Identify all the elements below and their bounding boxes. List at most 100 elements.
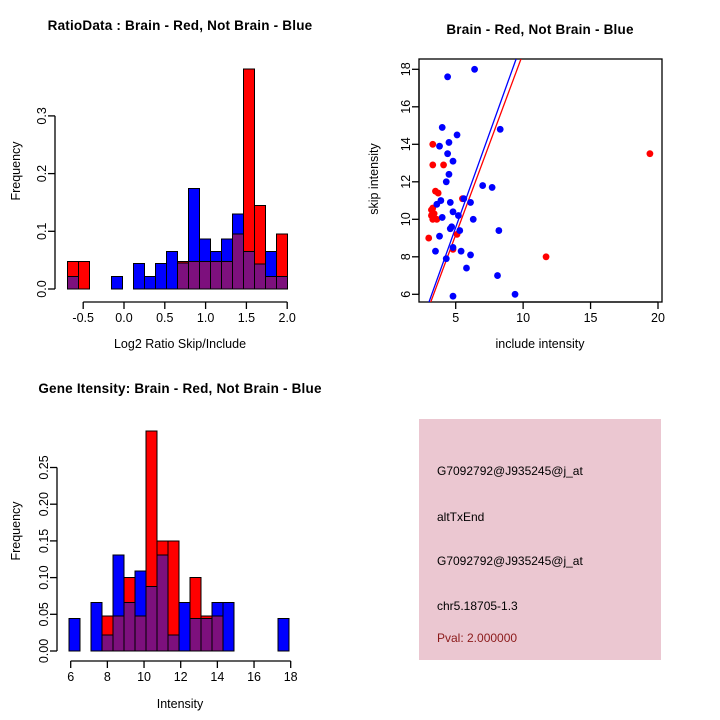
histogram-bar xyxy=(113,616,124,651)
histogram-bar xyxy=(102,635,113,651)
scatter-point-blue xyxy=(443,255,450,262)
probe-id-line-2: G7092792@J935245@j_at xyxy=(437,554,583,568)
histogram-bar xyxy=(210,261,221,289)
y-tick-label: 0.05 xyxy=(37,602,51,626)
scatter-point-blue xyxy=(446,139,453,146)
histogram-bar xyxy=(69,619,80,651)
y-tick-label: 12 xyxy=(399,175,413,189)
scatter-point-blue xyxy=(433,201,440,208)
y-tick-label: 0.15 xyxy=(37,529,51,553)
x-tick-label: 10 xyxy=(137,670,151,684)
histogram-bar xyxy=(91,603,102,651)
probe-id-line: G7092792@J935245@j_at xyxy=(437,464,583,478)
scatter-point-red xyxy=(543,253,550,260)
y-tick-label: 0.0 xyxy=(35,280,49,297)
chromosome-line: chr5.18705-1.3 xyxy=(437,599,518,613)
gene-info-panel: G7092792@J935245@j_at altTxEnd G7092792@… xyxy=(419,419,661,660)
scatter-point-red xyxy=(435,190,442,197)
histogram-bar xyxy=(68,276,79,289)
x-tick-label: 10 xyxy=(516,311,530,325)
y-tick-label: 0.20 xyxy=(37,492,51,516)
scatter-point-blue xyxy=(432,248,439,255)
scatter-point-blue xyxy=(447,199,454,206)
scatter-point-blue xyxy=(456,227,463,234)
scatter-ylabel: skip intensity xyxy=(367,99,381,259)
x-tick-label: 5 xyxy=(452,311,459,325)
histogram-bar xyxy=(167,251,178,289)
scatter-point-blue xyxy=(463,265,470,272)
scatter-point-blue xyxy=(446,171,453,178)
scatter-point-blue xyxy=(444,73,451,80)
histogram-bar xyxy=(146,586,157,651)
ratio-histogram-xlabel: Log2 Ratio Skip/Include xyxy=(0,337,360,351)
x-tick-label: 8 xyxy=(104,670,111,684)
x-tick-label: 0.0 xyxy=(115,311,132,325)
gene-intensity-histogram-plot: 6810121416180.000.050.100.150.200.25 xyxy=(37,431,298,684)
y-tick-label: 0.3 xyxy=(35,107,49,124)
scatter-point-blue xyxy=(436,233,443,240)
plot-box xyxy=(419,59,662,302)
scatter-plot: 5101520681012141618 xyxy=(399,59,665,325)
histogram-bar xyxy=(179,603,190,651)
scatter-point-blue xyxy=(479,182,486,189)
histogram-bar xyxy=(265,276,276,289)
x-tick-label: 6 xyxy=(67,670,74,684)
histogram-bar xyxy=(221,261,232,289)
scatter-point-blue xyxy=(450,158,457,165)
scatter-point-blue xyxy=(455,212,462,219)
x-tick-label: 18 xyxy=(284,670,298,684)
histogram-bar xyxy=(124,603,135,651)
scatter-point-red xyxy=(429,162,436,169)
scatter-title: Brain - Red, Not Brain - Blue xyxy=(360,22,720,37)
y-tick-label: 0.1 xyxy=(35,223,49,240)
histogram-bar xyxy=(135,616,146,651)
y-tick-label: 6 xyxy=(399,291,413,298)
y-tick-label: 16 xyxy=(399,100,413,114)
scatter-point-blue xyxy=(450,244,457,251)
pval-line: Pval: 2.000000 xyxy=(437,631,517,645)
scatter-point-red xyxy=(429,216,436,223)
scatter-point-blue xyxy=(439,124,446,131)
scatter-point-blue xyxy=(497,126,504,133)
scatter-point-blue xyxy=(439,214,446,221)
ratio-histogram-plot: -0.50.00.51.01.52.00.00.10.20.3 xyxy=(35,69,296,325)
x-tick-label: 12 xyxy=(174,670,188,684)
scatter-point-blue xyxy=(444,150,451,157)
histogram-bar xyxy=(178,263,189,289)
histogram-bar xyxy=(112,276,123,289)
scatter-point-blue xyxy=(470,216,477,223)
scatter-point-blue xyxy=(467,199,474,206)
x-tick-label: 2.0 xyxy=(279,311,296,325)
ratio-histogram-ylabel: Frequency xyxy=(9,91,23,251)
y-tick-label: 10 xyxy=(399,212,413,226)
y-tick-label: 0.10 xyxy=(37,565,51,589)
histogram-bar xyxy=(156,264,167,289)
event-type-line: altTxEnd xyxy=(437,510,484,524)
scatter-point-blue xyxy=(458,248,465,255)
scatter-point-blue xyxy=(436,143,443,150)
histogram-bar xyxy=(134,264,145,289)
scatter-point-red xyxy=(429,141,436,148)
histogram-bar xyxy=(254,264,265,289)
scatter-point-blue xyxy=(489,184,496,191)
x-tick-label: 1.5 xyxy=(238,311,255,325)
scatter-point-blue xyxy=(495,227,502,234)
scatter-point-red xyxy=(440,162,447,169)
scatter-point-blue xyxy=(512,291,519,298)
histogram-bar xyxy=(212,616,223,651)
x-tick-label: -0.5 xyxy=(72,311,94,325)
histogram-bar xyxy=(188,261,199,289)
scatter-point-blue xyxy=(471,66,478,73)
histogram-bar xyxy=(201,619,212,651)
scatter-point-blue xyxy=(454,132,461,139)
plot-window: -0.50.00.51.01.52.00.00.10.20.3510152068… xyxy=(0,0,720,720)
scatter-point-red xyxy=(425,235,432,242)
histogram-bar xyxy=(278,619,289,651)
histogram-bar xyxy=(190,619,201,651)
y-tick-label: 0.25 xyxy=(37,455,51,479)
y-tick-label: 0.2 xyxy=(35,165,49,182)
scatter-point-blue xyxy=(448,223,455,230)
scatter-point-blue xyxy=(494,272,501,279)
scatter-point-blue xyxy=(450,293,457,300)
regression-line-blue xyxy=(429,59,516,303)
